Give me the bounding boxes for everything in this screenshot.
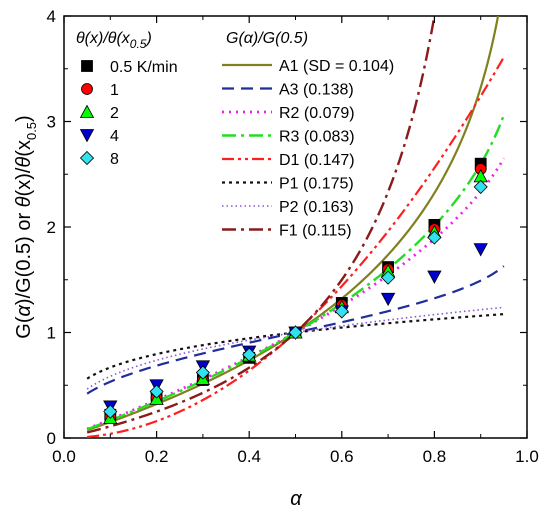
legend-marker [79,129,95,143]
legend-marker [79,150,95,166]
legend-temperature-title: θ(x)/θ(x0.5) [76,30,152,51]
legend-marker [81,60,93,72]
legend-model-label: R3 (0.083) [279,129,355,146]
curve-p2 [86,306,504,390]
y-axis-title: G(α)/G(0.5) or θ(x)/θ(x0.5) [13,115,39,338]
y-tick-label: 2 [47,218,56,237]
legend-temperature-label: 0.5 K/min [110,59,178,76]
data-point [195,365,210,380]
legend-model-label: A3 (0.138) [279,82,354,99]
curve-p1 [86,313,504,380]
x-tick-label: 1.0 [515,447,539,466]
legend-model-label: F1 (0.115) [279,223,352,240]
data-point [473,179,488,194]
legend-model-title: G(α)/G(0.5) [226,30,308,47]
legend-temperature-label: 8 [110,151,119,168]
data-point [381,270,396,285]
x-axis-title: α [290,488,302,510]
x-tick-label: 0.8 [423,447,447,466]
data-point [242,347,257,362]
legend-model-label: R2 (0.079) [279,105,355,122]
legend-model: G(α)/G(0.5) A1 (SD = 0.104) A3 (0.138) R2 … [222,30,394,240]
data-point [427,270,442,284]
curve-d1 [87,56,505,438]
y-tick-label: 0 [47,429,56,448]
legend-temperature-label: 2 [110,105,119,122]
legend-marker [79,104,95,118]
y-tick-label: 4 [47,7,56,26]
data-point [380,292,396,307]
data-point [103,404,118,419]
y-tick-label: 1 [47,324,56,343]
legend-marker [81,83,93,95]
legend-model-label: D1 (0.147) [279,152,355,169]
legend-temperature-label: 1 [110,82,119,99]
x-tick-label: 0.2 [145,447,169,466]
data-point [473,243,488,257]
x-tick-label: 0.6 [330,447,354,466]
data-points [103,157,488,424]
legend-model-label: P2 (0.163) [279,199,354,216]
data-point [288,325,303,340]
x-tick-label: 0.4 [237,447,261,466]
y-tick-label: 3 [47,113,56,132]
axis-ticks: 0.0 0.2 0.4 0.6 0.8 1.0 0 1 2 3 4 [47,7,539,466]
legend-temperature: θ(x)/θ(x0.5) 0.5 K/min 1 2 4 8 [76,30,178,168]
x-tick-label: 0.0 [52,447,76,466]
legend-model-label: A1 (SD = 0.104) [279,58,394,75]
legend-temperature-label: 4 [110,128,119,145]
data-point [427,230,442,245]
legend-model-label: P1 (0.175) [279,176,354,193]
data-point [149,384,164,399]
data-point [334,304,349,319]
